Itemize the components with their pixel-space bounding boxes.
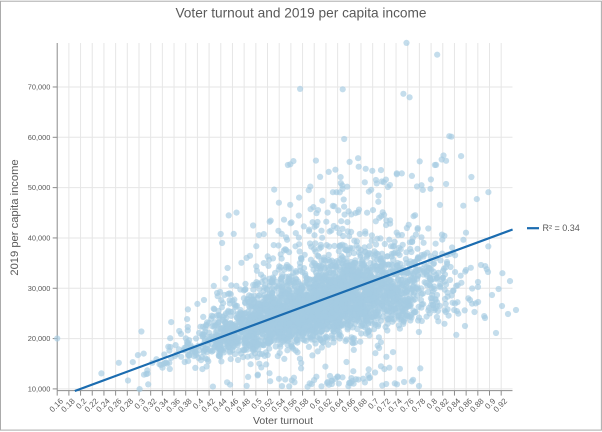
svg-text:40,000: 40,000 (28, 233, 51, 242)
svg-text:60,000: 60,000 (28, 133, 51, 142)
svg-text:2019 per capita income: 2019 per capita income (9, 159, 21, 275)
svg-text:20,000: 20,000 (28, 334, 51, 343)
svg-text:50,000: 50,000 (28, 183, 51, 192)
svg-text:R² = 0.34: R² = 0.34 (543, 223, 580, 233)
svg-text:Voter turnout: Voter turnout (253, 415, 313, 427)
svg-text:30,000: 30,000 (28, 284, 51, 293)
svg-text:Voter turnout and 2019 per cap: Voter turnout and 2019 per capita income (175, 6, 426, 21)
svg-text:10,000: 10,000 (28, 384, 51, 393)
svg-text:70,000: 70,000 (28, 82, 51, 91)
